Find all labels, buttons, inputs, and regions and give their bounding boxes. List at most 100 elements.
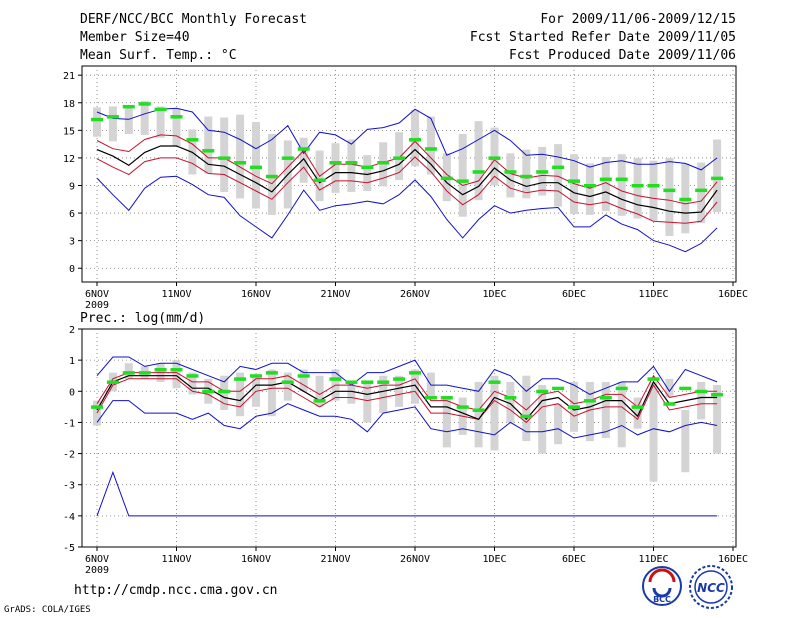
median-marker	[440, 396, 453, 400]
ensemble-box	[347, 381, 356, 404]
y-tick-label: 21	[63, 71, 75, 82]
y-tick-label: -2	[63, 450, 75, 461]
ensemble-box	[347, 139, 356, 192]
median-marker	[472, 170, 485, 174]
ensemble-box	[299, 369, 308, 392]
ensemble-box	[474, 381, 483, 448]
x-tick-label: 6DEC	[562, 554, 586, 565]
median-marker	[297, 374, 310, 378]
ensemble-box	[649, 160, 658, 221]
bcc-logo-text: BCC	[653, 595, 671, 604]
median-marker	[250, 165, 262, 170]
ensemble-box	[124, 363, 133, 379]
median-marker	[599, 177, 612, 182]
median-marker	[552, 386, 565, 391]
median-marker	[520, 174, 533, 179]
ensemble-box	[633, 397, 642, 429]
ensemble-box	[585, 163, 594, 215]
x-tick-label: 11DEC	[638, 554, 668, 565]
ensemble-box	[681, 409, 690, 473]
x-tick-label: 6NOV	[85, 554, 109, 565]
median-marker	[91, 405, 103, 409]
ensemble-box	[204, 116, 213, 174]
median-marker	[345, 380, 358, 384]
ensemble-box	[649, 381, 658, 482]
ensemble-box	[363, 381, 372, 423]
ensemble-box	[108, 106, 117, 142]
x-tick-label: 16DEC	[718, 554, 748, 565]
median-marker	[154, 107, 167, 112]
ensemble-box	[299, 137, 308, 183]
inner-upper-line	[96, 372, 718, 411]
median-marker	[552, 165, 565, 170]
outer-upper-line	[96, 107, 718, 171]
ensemble-box	[379, 375, 388, 414]
y-tick-label: 0	[69, 264, 75, 275]
ensemble-box	[363, 155, 372, 192]
inner-upper-line	[96, 134, 718, 205]
median-marker	[615, 177, 628, 182]
median-marker	[647, 377, 660, 381]
median-marker	[679, 197, 692, 202]
median-marker	[393, 156, 406, 160]
ensemble-box	[554, 144, 563, 207]
median-marker	[154, 367, 167, 372]
ensemble-box	[172, 360, 181, 389]
median-marker	[377, 161, 390, 165]
header-title: DERF/NCC/BCC Monthly Forecast	[80, 12, 307, 27]
median-marker	[281, 380, 294, 384]
ensemble-box	[601, 156, 610, 212]
y-tick-label: 15	[63, 126, 75, 137]
outer-lower-line	[96, 175, 718, 253]
ensemble-box	[633, 157, 642, 219]
ensemble-box	[665, 378, 674, 398]
ensemble-box	[617, 381, 626, 448]
y-tick-label: 12	[63, 154, 75, 165]
median-marker	[504, 396, 517, 400]
y-tick-label: 9	[69, 181, 75, 192]
median-marker	[663, 402, 676, 406]
median-marker	[138, 371, 151, 375]
y-tick-label: 18	[63, 99, 75, 110]
median-marker	[631, 183, 644, 188]
ensemble-box	[156, 106, 165, 138]
median-marker	[329, 161, 342, 165]
header-variable: Mean Surf. Temp.: °C	[80, 48, 237, 63]
ensemble-box	[538, 385, 547, 454]
ensemble-mean-line	[96, 145, 718, 214]
x-tick-label: 26NOV	[400, 289, 430, 300]
ensemble-box	[458, 134, 467, 217]
precip-panel-title: Prec.: log(mm/d)	[80, 311, 206, 326]
ensemble-box	[713, 139, 722, 213]
ensemble-box	[236, 372, 245, 417]
median-marker	[281, 156, 294, 160]
ensemble-box	[188, 372, 197, 395]
median-marker	[520, 414, 533, 419]
median-marker	[488, 156, 501, 160]
y-tick-label: 6	[69, 209, 75, 220]
y-tick-label: -1	[63, 418, 75, 429]
outer-lower-line	[96, 400, 718, 439]
minimum-line	[96, 470, 718, 517]
x-tick-label: 16NOV	[241, 554, 271, 565]
median-marker	[218, 156, 231, 160]
median-marker	[234, 161, 247, 165]
y-tick-label: 1	[69, 356, 75, 367]
median-marker	[679, 386, 692, 391]
ensemble-box	[236, 114, 245, 199]
ensemble-box	[665, 157, 674, 237]
median-marker	[409, 371, 421, 375]
ensemble-box	[315, 375, 324, 407]
ensemble-box	[220, 117, 229, 192]
header-produced-date: Fcst Produced Date 2009/11/06	[509, 48, 736, 63]
median-marker	[472, 408, 485, 412]
header-start-date: Fcst Started Refer Date 2009/11/05	[469, 30, 736, 45]
median-marker	[202, 149, 215, 153]
footer-url[interactable]: http://cmdp.ncc.cma.gov.cn	[74, 583, 278, 598]
x-tick-label: 11DEC	[638, 289, 668, 300]
median-marker	[504, 170, 517, 174]
ensemble-box	[426, 116, 435, 175]
x-tick-label: 11NOV	[161, 289, 191, 300]
y-tick-label: 3	[69, 237, 75, 248]
